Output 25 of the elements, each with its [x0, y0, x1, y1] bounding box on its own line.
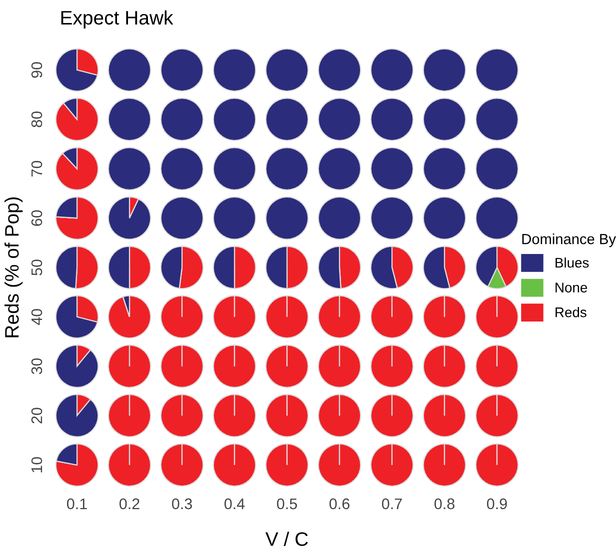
slice-label: 0.1: [66, 498, 87, 510]
text: 50: [31, 260, 42, 276]
text: 90: [31, 62, 42, 78]
text: 40: [31, 308, 42, 326]
chart-title: Expect Hawk: [61, 10, 174, 28]
slice-label: 0.8: [434, 498, 454, 510]
text: V / C: [265, 532, 308, 546]
slice-label: 0.9: [486, 498, 507, 510]
text: 30: [31, 358, 42, 374]
legend-label: Blues: [556, 257, 589, 268]
slice-label: 0.5: [276, 498, 297, 510]
slice-label: 0.4: [224, 498, 245, 510]
slice-label: 0.7: [382, 498, 402, 510]
text: 60: [31, 210, 42, 226]
legend-title: Dominance By: [522, 234, 616, 248]
legend-label: None: [556, 282, 588, 292]
text: 20: [31, 408, 42, 424]
text: 10: [31, 457, 42, 472]
text: 70: [31, 160, 42, 176]
slice-label: 0.6: [329, 498, 350, 510]
slice-label: 0.2: [119, 498, 140, 510]
text: Reds (% of Pop): [4, 197, 23, 338]
legend-label: Reds: [556, 307, 586, 318]
slice-label: 0.3: [172, 498, 192, 510]
text: 80: [31, 111, 42, 128]
